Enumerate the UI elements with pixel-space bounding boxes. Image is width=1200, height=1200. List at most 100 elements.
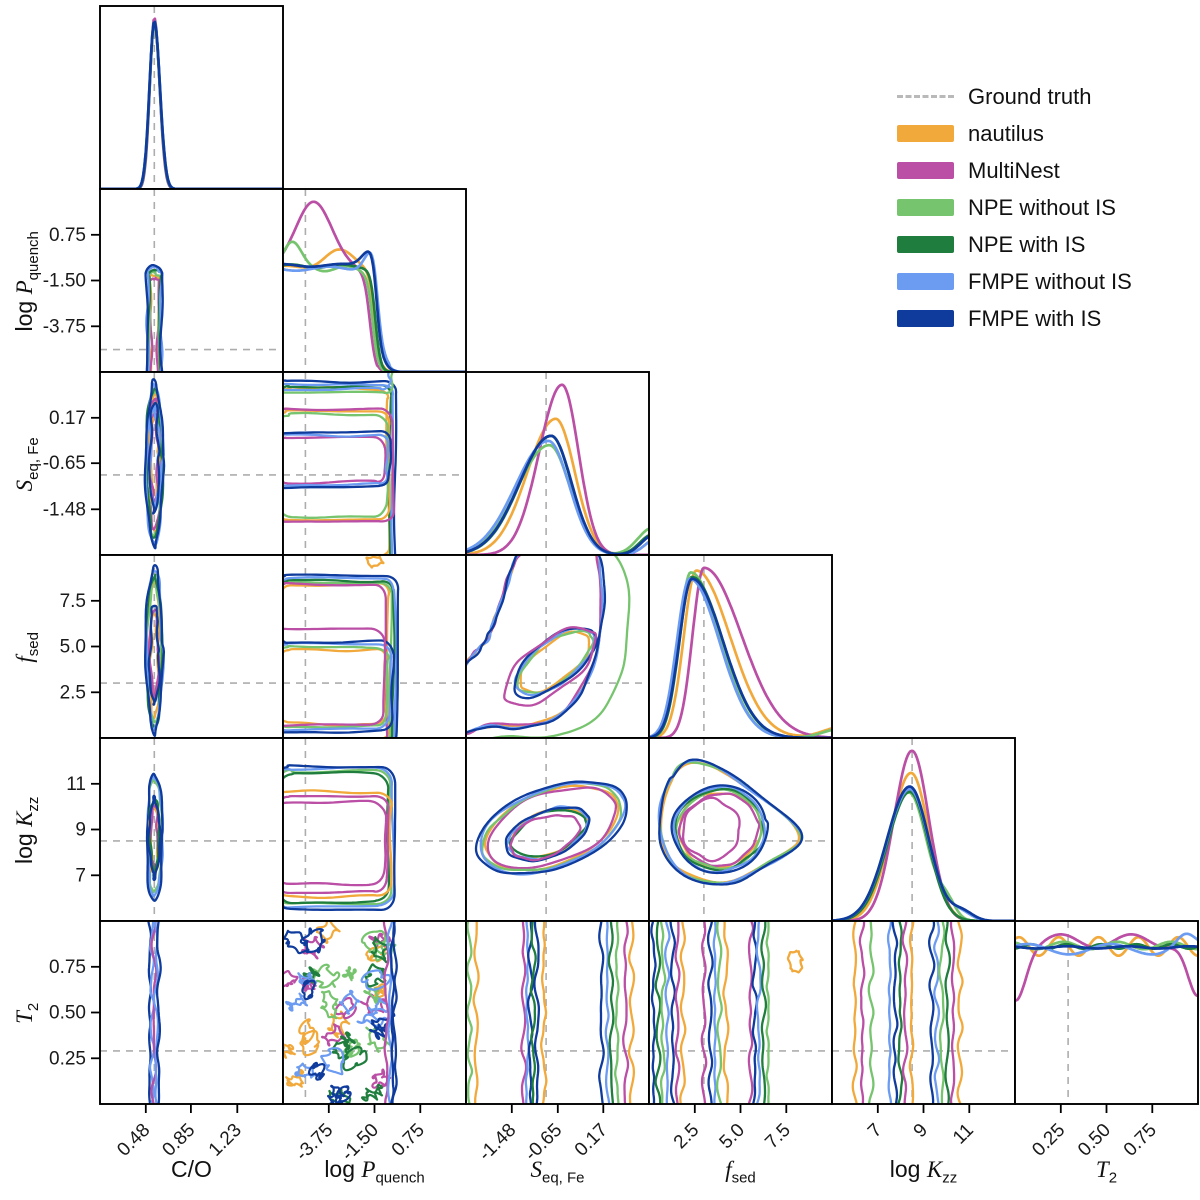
panel-logPquench-vs-CO — [99, 188, 284, 373]
panel-background — [100, 189, 283, 372]
contour-FMPE-with-IS — [658, 758, 804, 886]
noise-contour-nautilus — [283, 1042, 296, 1059]
kde-curve-MultiNest — [649, 566, 832, 738]
noise-contour-NPE-without-IS — [341, 966, 357, 982]
y-tick-label-SeqFe: -0.65 — [43, 453, 86, 474]
noise-contour-nautilus — [298, 1018, 316, 1045]
noise-contour-NPE-with-IS — [361, 1084, 384, 1102]
panel-content — [466, 555, 649, 738]
contour-MultiNest — [858, 921, 866, 1104]
legend-swatch-nautilus — [897, 125, 954, 142]
panel-fsed-vs-CO — [99, 554, 284, 739]
contour-MultiNest — [622, 921, 630, 1104]
panel-content — [100, 372, 283, 555]
legend-swatch-fmpe-without-is — [897, 273, 954, 290]
y-axis-title-logPquench: log Pquench — [10, 230, 42, 331]
contour-FMPE-with-IS — [283, 764, 397, 912]
y-tick-label-logPquench: -1.50 — [43, 271, 86, 292]
noise-contour-MultiNest — [334, 996, 357, 1020]
contour-MultiNest — [747, 921, 755, 1104]
contour-NPE-without-IS — [938, 921, 946, 1104]
contour-MultiNest — [283, 799, 388, 887]
y-tick-label-SeqFe: 0.17 — [49, 408, 86, 429]
panel-content — [283, 738, 466, 921]
legend-label: MultiNest — [968, 157, 1060, 183]
contour-FMPE-with-IS — [533, 921, 541, 1104]
contour-MultiNest — [503, 626, 598, 707]
contour-NPE-with-IS — [529, 921, 537, 1104]
panel-SeqFe-vs-logPquench — [282, 371, 467, 556]
legend-item-npe-without-is: NPE without IS — [897, 189, 1132, 226]
y-tick-label-fsed: 2.5 — [60, 682, 86, 703]
panel-logKzz-vs-logPquench — [282, 737, 467, 922]
x-axis-title-logPquench: log Pquench — [324, 1156, 425, 1187]
panel-logKzz-vs-fsed — [648, 737, 833, 922]
contour-NPE-without-IS — [283, 411, 390, 519]
legend-item-ground-truth: Ground truth — [897, 78, 1132, 115]
contour-FMPE-without-IS — [283, 576, 398, 738]
contour-FMPE-with-IS — [891, 921, 899, 1104]
legend-swatch-ground-truth — [897, 95, 954, 98]
panel-background — [466, 555, 649, 738]
y-axis-title-SeqFe: Seq, Fe — [11, 436, 42, 491]
contour-FMPE-with-IS — [706, 921, 714, 1104]
contour-FMPE-without-IS — [933, 921, 941, 1104]
panel-background — [283, 372, 466, 555]
panel-content — [100, 189, 283, 372]
y-axis-title-T2: T2 — [11, 1002, 42, 1024]
panel-content — [832, 921, 1015, 1104]
contour-FMPE-with-IS — [143, 378, 166, 550]
panel-T2-vs-fsed — [648, 920, 833, 1105]
y-tick-label-logKzz: 11 — [66, 774, 86, 795]
contour-FMPE-without-IS — [604, 921, 611, 1104]
contour-FMPE-with-IS — [391, 921, 398, 1104]
contour-NPE-without-IS — [614, 921, 620, 1104]
noise-contour-NPE-with-IS — [370, 936, 390, 964]
contour-FMPE-with-IS — [147, 604, 161, 706]
legend-swatch-npe-without-is — [897, 199, 954, 216]
x-tick-label-T2: 0.25 — [1028, 1120, 1069, 1161]
contour-MultiNest — [509, 814, 582, 862]
noise-contour-MultiNest — [301, 935, 326, 960]
y-axis-title-fsed: fsed — [11, 631, 42, 663]
contour-FMPE-without-IS — [466, 555, 604, 734]
contour-FMPE-with-IS — [598, 921, 605, 1104]
panel-content — [649, 738, 832, 921]
y-tick-label-T2: 0.75 — [49, 957, 86, 978]
contour-FMPE-with-IS — [928, 921, 936, 1104]
x-tick-label-T2: 0.75 — [1120, 1120, 1161, 1161]
y-tick-label-logKzz: 7 — [75, 865, 86, 886]
contour-NPE-without-IS — [867, 921, 875, 1104]
contour-nautilus — [786, 949, 804, 974]
x-axis-title-logKzz: log Kzz — [889, 1156, 958, 1187]
contour-NPE-with-IS — [654, 921, 662, 1104]
contour-NPE-without-IS — [283, 372, 394, 395]
noise-contour-FMPE-without-IS — [285, 992, 309, 1012]
panel-logKzz-marginal — [831, 737, 1016, 922]
panel-T2-vs-CO — [99, 920, 284, 1105]
contour-FMPE-with-IS — [146, 794, 162, 882]
x-axis-title-SeqFe: Seq, Fe — [530, 1157, 585, 1187]
contour-FMPE-with-IS — [283, 573, 400, 738]
panel-T2-vs-logPquench — [282, 920, 467, 1105]
panel-SeqFe-vs-CO — [99, 371, 284, 556]
panel-T2-marginal — [1014, 920, 1199, 1105]
panel-background — [100, 372, 283, 555]
kde-curve-nautilus — [649, 569, 832, 738]
noise-contour-FMPE-with-IS — [283, 929, 310, 955]
contour-FMPE-without-IS — [283, 766, 396, 909]
contour-FMPE-with-IS — [145, 772, 164, 902]
panel-T2-vs-logKzz — [831, 920, 1016, 1105]
contour-FMPE-without-IS — [886, 921, 893, 1104]
x-tick-label-CO: 0.48 — [113, 1120, 154, 1161]
x-tick-label-fsed: 5.0 — [716, 1120, 750, 1154]
panel-background — [100, 921, 283, 1104]
noise-contour-NPE-with-IS — [340, 1031, 356, 1048]
panel-logKzz-vs-CO — [99, 737, 284, 922]
contour-NPE-with-IS — [283, 578, 396, 738]
panel-background — [466, 921, 649, 1104]
contour-MultiNest — [674, 921, 681, 1104]
noise-contour-FMPE-with-IS — [299, 927, 326, 954]
contour-FMPE-with-IS — [466, 555, 607, 735]
y-tick-label-T2: 0.50 — [49, 1003, 86, 1024]
